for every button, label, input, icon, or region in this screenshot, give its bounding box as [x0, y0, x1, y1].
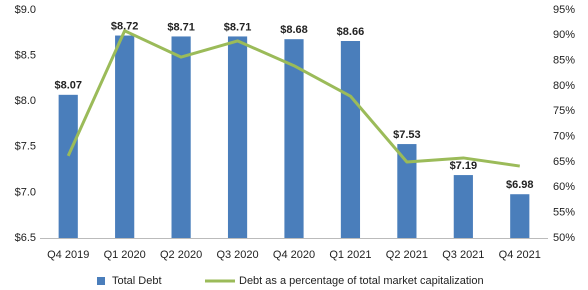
y-tick-label: $9.0	[15, 4, 36, 16]
data-label: $7.19	[450, 160, 478, 172]
bar	[340, 41, 361, 239]
data-label: $6.98	[506, 179, 534, 191]
y2-tick-label: 85%	[553, 55, 575, 67]
x-tick-label: Q1 2020	[104, 249, 146, 261]
bar	[227, 36, 248, 238]
y-tick-label: $7.5	[15, 141, 36, 153]
y2-tick-label: 75%	[553, 105, 575, 117]
data-label: $8.71	[167, 21, 195, 33]
bar	[58, 94, 78, 238]
x-tick-label: Q1 2021	[329, 249, 371, 261]
y2-tick-label: 70%	[553, 131, 575, 143]
data-label: $8.07	[54, 80, 82, 92]
y-tick-label: $6.5	[15, 232, 36, 244]
x-tick-label: Q3 2021	[442, 249, 484, 261]
y2-tick-label: 80%	[553, 80, 575, 92]
y-tick-label: $8.0	[15, 95, 36, 107]
bar	[397, 144, 417, 238]
y2-tick-label: 90%	[553, 29, 575, 41]
legend-label: Total Debt	[112, 275, 162, 287]
bar	[510, 194, 530, 238]
x-tick-label: Q4 2021	[499, 249, 541, 261]
y-tick-label: $8.5	[15, 50, 36, 62]
legend-swatch	[97, 277, 105, 285]
x-tick-label: Q2 2020	[160, 249, 202, 261]
x-tick-label: Q4 2020	[273, 249, 315, 261]
x-tick-label: Q4 2019	[47, 249, 89, 261]
line	[66, 29, 520, 168]
data-label: $7.53	[393, 129, 421, 141]
bar	[171, 36, 191, 238]
bar	[284, 39, 304, 239]
y2-tick-label: 65%	[553, 156, 575, 168]
data-label: $8.71	[224, 21, 252, 33]
x-tick-label: Q2 2021	[386, 249, 428, 261]
bar	[453, 175, 473, 238]
y2-tick-label: 60%	[553, 181, 575, 193]
y2-tick-label: 50%	[553, 232, 575, 244]
bar	[115, 35, 135, 239]
y-tick-label: $7.0	[15, 186, 36, 198]
x-tick-label: Q3 2020	[216, 249, 258, 261]
legend-label: Debt as a percentage of total market cap…	[239, 275, 484, 287]
y2-tick-label: 95%	[553, 4, 575, 16]
data-label: $8.66	[337, 26, 365, 38]
y2-tick-label: 55%	[553, 207, 575, 219]
data-label: $8.68	[280, 24, 308, 36]
data-label: $8.72	[111, 20, 139, 32]
